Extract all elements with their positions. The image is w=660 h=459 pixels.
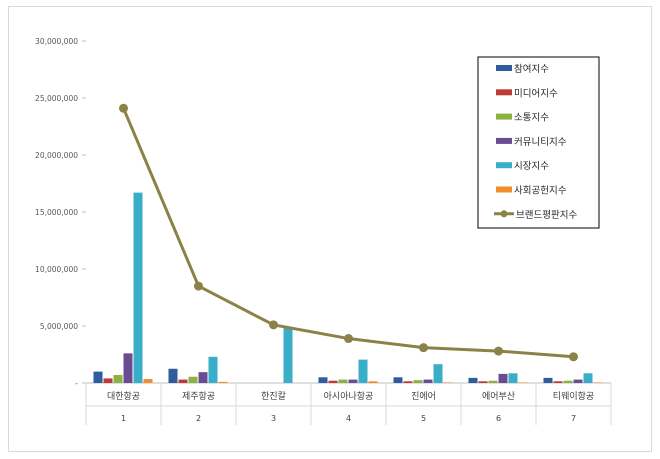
bar-커뮤니티지수-2 xyxy=(198,372,208,383)
bar-커뮤니티지수-4 xyxy=(348,379,358,383)
legend-label: 참여지수 xyxy=(514,63,549,75)
bar-미디어지수-4 xyxy=(328,380,338,383)
line-point-4 xyxy=(344,334,353,344)
bar-커뮤니티지수-7 xyxy=(573,379,583,383)
x-category-number: 7 xyxy=(571,414,576,423)
x-category-label: 한진칼 xyxy=(261,391,286,402)
line-point-1 xyxy=(119,103,128,113)
legend-swatch-미디어지수 xyxy=(496,89,512,96)
bar-참여지수-5 xyxy=(393,377,403,383)
bar-소통지수-2 xyxy=(188,376,198,383)
legend-line-marker xyxy=(500,210,508,218)
bar-시장지수-3 xyxy=(283,327,293,383)
bar-참여지수-6 xyxy=(468,377,478,383)
bar-소통지수-1 xyxy=(113,375,123,383)
bar-참여지수-4 xyxy=(318,377,328,383)
bar-소통지수-5 xyxy=(413,380,423,383)
bar-시장지수-7 xyxy=(583,373,593,383)
y-tick-label: 25,000,000 xyxy=(35,94,78,103)
bar-미디어지수-1 xyxy=(103,378,113,383)
legend-label: 미디어지수 xyxy=(514,88,558,99)
line-point-2 xyxy=(194,281,203,291)
bar-참여지수-7 xyxy=(543,377,553,383)
legend-swatch-커뮤니티지수 xyxy=(496,137,512,144)
x-category-number: 5 xyxy=(421,414,426,423)
bar-시장지수-2 xyxy=(208,356,218,383)
legend-label: 시장지수 xyxy=(514,161,549,172)
bar-미디어지수-2 xyxy=(178,379,188,383)
bar-사회공헌지수-4 xyxy=(368,381,378,383)
bar-소통지수-6 xyxy=(488,380,498,383)
bar-커뮤니티지수-6 xyxy=(498,373,508,383)
bar-참여지수-1 xyxy=(93,371,103,383)
bar-미디어지수-7 xyxy=(553,381,563,383)
y-tick-label: - xyxy=(75,379,78,388)
bar-미디어지수-5 xyxy=(403,381,413,383)
y-tick-label: 15,000,000 xyxy=(35,208,78,217)
line-point-3 xyxy=(269,320,278,330)
line-point-6 xyxy=(494,346,503,356)
x-category-number: 2 xyxy=(196,414,201,423)
x-category-label: 제주항공 xyxy=(182,391,215,402)
legend-swatch-소통지수 xyxy=(496,113,512,120)
bar-소통지수-7 xyxy=(563,380,573,383)
x-category-label: 진에어 xyxy=(411,391,436,402)
bar-시장지수-5 xyxy=(433,364,443,383)
x-category-label: 대한항공 xyxy=(107,391,140,402)
legend-swatch-사회공헌지수 xyxy=(496,186,512,193)
x-category-label: 에어부산 xyxy=(482,391,515,402)
bar-사회공헌지수-2 xyxy=(218,381,228,383)
bar-커뮤니티지수-1 xyxy=(123,353,133,383)
bar-사회공헌지수-1 xyxy=(143,379,153,383)
line-point-5 xyxy=(419,343,428,353)
x-category-number: 3 xyxy=(271,414,276,423)
legend-label: 사회공헌지수 xyxy=(514,186,567,197)
legend-label: 소통지수 xyxy=(514,113,549,124)
x-category-label: 티웨이항공 xyxy=(553,390,594,402)
y-tick-label: 5,000,000 xyxy=(40,322,78,331)
legend-label: 커뮤니티지수 xyxy=(514,137,567,148)
bar-커뮤니티지수-5 xyxy=(423,379,433,383)
y-tick-label: 10,000,000 xyxy=(35,265,78,274)
line-point-7 xyxy=(569,352,578,362)
x-category-label: 아시아나항공 xyxy=(324,391,374,402)
bar-사회공헌지수-7 xyxy=(593,382,603,383)
bar-사회공헌지수-6 xyxy=(518,382,528,383)
y-tick-label: 30,000,000 xyxy=(35,37,78,46)
legend-swatch-시장지수 xyxy=(496,162,512,169)
legend-label: 브랜드평판지수 xyxy=(516,210,577,221)
bar-참여지수-2 xyxy=(168,368,178,383)
bar-미디어지수-6 xyxy=(478,381,488,383)
bar-시장지수-4 xyxy=(358,359,368,383)
x-category-number: 1 xyxy=(121,414,126,423)
bar-시장지수-6 xyxy=(508,373,518,383)
legend-swatch-참여지수 xyxy=(496,65,512,71)
bar-시장지수-1 xyxy=(133,192,143,383)
x-category-number: 6 xyxy=(496,414,501,423)
y-tick-label: 20,000,000 xyxy=(35,151,78,160)
bar-사회공헌지수-5 xyxy=(443,382,453,383)
bar-소통지수-4 xyxy=(338,379,348,383)
x-category-number: 4 xyxy=(346,414,351,423)
